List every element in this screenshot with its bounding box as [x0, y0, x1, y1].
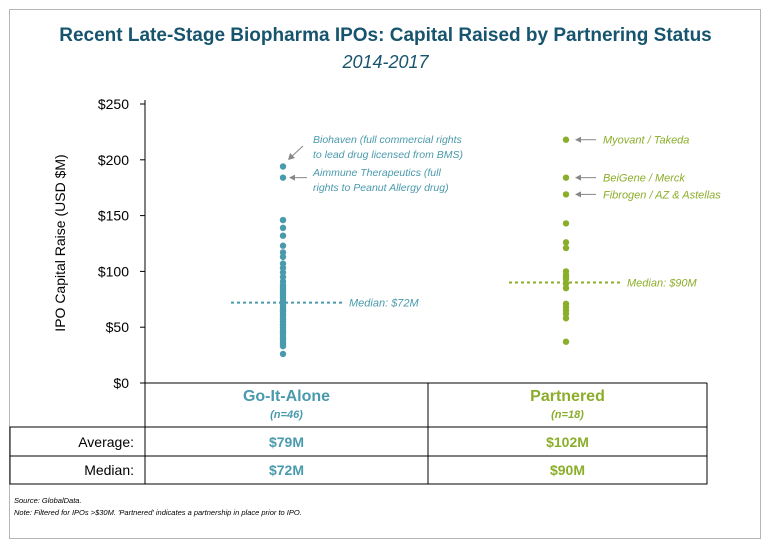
row-label-average: Average: [78, 434, 134, 450]
data-point [279, 242, 287, 249]
annotation-arrowhead [575, 191, 581, 198]
data-point [279, 253, 287, 261]
data-point [562, 191, 570, 198]
data-point [279, 216, 287, 224]
annotation-text: Biohaven (full commercial rights [313, 134, 463, 146]
annotation-arrowhead [289, 174, 295, 181]
annotation-text: BeiGene / Merck [603, 173, 685, 185]
category-label: Partnered [530, 388, 605, 405]
y-tick-label: $0 [113, 375, 129, 391]
median-label: Median: $90M [627, 278, 698, 290]
annotation-text: to lead drug licensed from BMS) [313, 149, 463, 161]
annotation-arrowhead [288, 153, 295, 160]
data-point [279, 273, 287, 281]
data-point [279, 224, 287, 232]
annotation-arrowhead [575, 174, 581, 181]
category-count: (n=18) [551, 409, 584, 421]
data-point [279, 350, 287, 358]
annotation-text: Fibrogen / AZ & Astellas [603, 189, 721, 201]
y-tick-label: $250 [98, 96, 129, 112]
data-point [279, 174, 287, 181]
data-point [562, 244, 570, 252]
annotation-arrowhead [575, 136, 581, 143]
y-tick-label: $200 [98, 152, 129, 168]
median-label: Median: $72M [349, 298, 420, 310]
y-axis-label: IPO Capital Raise (USD $M) [52, 154, 68, 331]
y-tick-label: $50 [106, 319, 130, 335]
data-point [279, 269, 287, 276]
y-tick-label: $100 [98, 263, 129, 279]
data-point [562, 239, 570, 246]
filter-note: Note: Filtered for IPOs >$30M. 'Partnere… [14, 508, 302, 517]
average-value: $79M [269, 434, 304, 450]
y-tick-label: $150 [98, 208, 129, 224]
data-point [562, 220, 570, 227]
data-point [279, 342, 287, 350]
data-point [279, 249, 287, 256]
average-value: $102M [546, 434, 589, 450]
category-count: (n=46) [270, 409, 303, 421]
row-label-median: Median: [84, 462, 134, 478]
median-value: $90M [550, 462, 585, 478]
data-point [562, 315, 570, 322]
chart-frame [9, 9, 761, 539]
annotation-text: Aimmune Therapeutics (full [312, 167, 441, 179]
data-point [279, 232, 287, 239]
data-point [562, 136, 570, 143]
annotation-text: Myovant / Takeda [603, 135, 689, 147]
data-point [279, 163, 287, 170]
data-point [279, 260, 287, 267]
data-point [562, 284, 570, 292]
source-note: Source: GlobalData. [14, 496, 82, 505]
category-label: Go-It-Alone [243, 388, 330, 405]
data-point [279, 264, 287, 272]
data-point [562, 276, 570, 283]
annotation-text: rights to Peanut Allergy drug) [313, 182, 449, 194]
chart-title: Recent Late-Stage Biopharma IPOs: Capita… [59, 25, 712, 46]
data-point [562, 338, 570, 345]
chart-subtitle: 2014-2017 [342, 52, 429, 72]
data-point [562, 174, 570, 181]
data-point [562, 310, 570, 318]
median-value: $72M [269, 462, 304, 478]
